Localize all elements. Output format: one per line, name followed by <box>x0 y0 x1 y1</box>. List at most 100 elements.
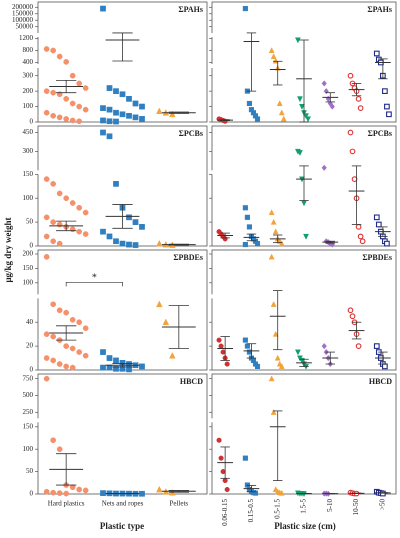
point <box>222 478 228 484</box>
point <box>76 118 83 125</box>
point <box>347 72 354 79</box>
point <box>305 116 311 123</box>
point <box>297 96 303 103</box>
point <box>224 361 230 367</box>
point <box>278 240 285 247</box>
point <box>50 301 57 308</box>
point <box>357 233 364 240</box>
point <box>303 113 309 120</box>
y-tick-label: 250 <box>23 408 34 416</box>
point <box>50 112 57 119</box>
y-tick-label: 750 <box>23 374 34 382</box>
point <box>139 224 145 230</box>
point <box>100 349 106 355</box>
point <box>220 469 226 475</box>
point <box>106 106 113 113</box>
y-tick-label: 100 <box>23 445 34 453</box>
point <box>278 109 285 116</box>
point <box>156 107 163 115</box>
point <box>119 91 126 98</box>
point <box>268 253 275 260</box>
y-tick-label: 0 <box>30 490 34 498</box>
point <box>216 437 222 443</box>
point <box>272 57 279 64</box>
point <box>113 88 119 94</box>
point <box>82 85 89 91</box>
y-tick-label: 150 <box>23 170 34 178</box>
x-tick-label: 0.15-0.5 <box>247 499 255 523</box>
point <box>69 200 76 206</box>
point <box>323 87 329 95</box>
y-tick-label: 0 <box>30 242 34 250</box>
point <box>113 109 119 116</box>
axis-break <box>36 170 41 175</box>
point <box>113 181 119 187</box>
axis-break <box>210 64 215 68</box>
x-tick-label: 1.5-5 <box>300 499 308 514</box>
point <box>301 200 307 207</box>
point <box>100 228 106 235</box>
point <box>56 307 63 314</box>
point <box>100 5 106 12</box>
y-tick-label: 1200 <box>19 34 34 42</box>
axis-break <box>36 64 41 68</box>
point <box>156 239 163 247</box>
point <box>113 365 119 372</box>
point <box>63 363 70 370</box>
point <box>351 176 358 182</box>
point <box>355 224 362 230</box>
point <box>69 100 76 107</box>
x-tick-label: >50 <box>378 499 386 510</box>
point <box>242 242 248 248</box>
point <box>139 103 145 110</box>
point <box>139 116 145 122</box>
panel-frame <box>211 125 397 247</box>
point <box>216 337 222 343</box>
axis-break <box>36 418 41 423</box>
point <box>349 148 356 155</box>
y-tick-label: 50000 <box>16 22 34 30</box>
point <box>50 333 57 340</box>
point <box>113 357 119 364</box>
point <box>294 37 301 44</box>
y-tick-label: 300 <box>23 147 34 155</box>
x-tick-label: 5-10 <box>326 499 334 512</box>
point <box>43 375 50 382</box>
point <box>63 59 70 65</box>
point <box>278 489 285 496</box>
point <box>100 364 106 371</box>
point <box>244 214 250 220</box>
y-tick-label: 500 <box>23 391 34 399</box>
point <box>43 214 50 221</box>
point <box>252 490 259 496</box>
axis-break <box>210 170 215 175</box>
point <box>384 103 390 110</box>
panel-frame <box>37 373 208 495</box>
point <box>106 233 113 240</box>
point <box>63 343 70 349</box>
y-tick-label: 100 <box>23 278 34 286</box>
point <box>63 116 70 122</box>
point <box>272 228 279 235</box>
point <box>100 117 106 124</box>
point <box>63 490 70 497</box>
point <box>139 363 145 370</box>
y-tick-label: 450 <box>23 128 34 136</box>
axis-break <box>36 294 41 299</box>
y-tick-label: 100 <box>23 194 34 202</box>
point <box>270 300 277 307</box>
x-tick-label: 10-50 <box>352 499 360 516</box>
point <box>50 47 57 54</box>
panel-frame <box>37 249 208 371</box>
y-tick-label: 150 <box>23 264 34 272</box>
point <box>272 330 279 337</box>
y-tick-label: 200 <box>23 250 34 258</box>
point <box>43 88 50 94</box>
point <box>43 176 50 182</box>
point <box>69 316 76 323</box>
point <box>375 221 382 228</box>
y-tick-label: 800 <box>23 46 34 54</box>
y-tick-label: 200 <box>23 87 34 95</box>
panel-frame <box>211 249 397 371</box>
point <box>268 47 275 54</box>
